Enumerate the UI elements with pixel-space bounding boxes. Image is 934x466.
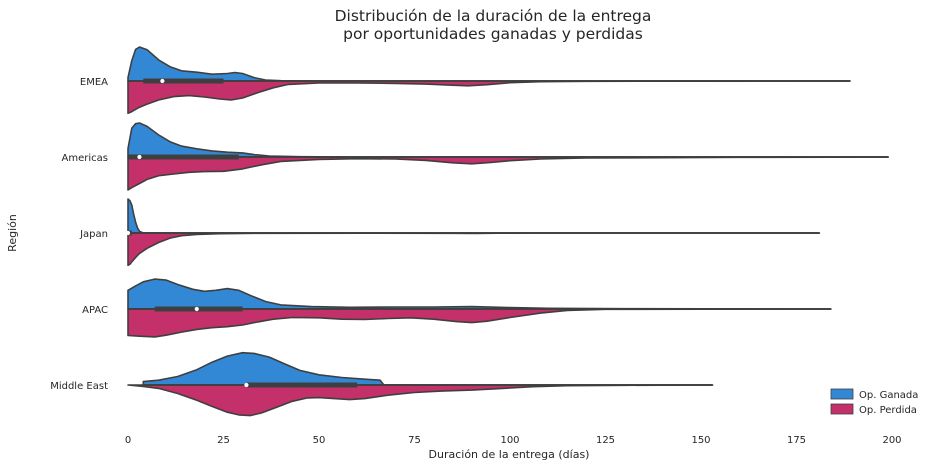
violin-half-won	[127, 46, 851, 82]
y-tick-label: EMEA	[80, 77, 108, 88]
chart-title-line-2: por oportunidades ganadas y perdidas	[343, 25, 643, 43]
y-tick-label: Japan	[79, 229, 108, 240]
violin-half-lost	[127, 80, 851, 115]
violin-half-lost	[127, 308, 832, 338]
x-tick-label: 175	[787, 435, 806, 446]
violin-half-lost	[127, 232, 821, 267]
violin-half-lost	[127, 384, 714, 417]
y-tick-label: Americas	[62, 153, 108, 164]
median-marker	[194, 306, 199, 312]
y-tick-label: Middle East	[50, 381, 108, 392]
violin-emea	[127, 46, 851, 115]
x-tick-label: 100	[500, 435, 519, 446]
violin-apac	[127, 278, 832, 338]
legend-swatch-won	[830, 388, 854, 400]
legend: Op. Ganada Op. Perdida	[830, 388, 918, 416]
x-tick-label: 50	[313, 435, 326, 446]
violins-group	[125, 46, 889, 417]
violin-americas	[127, 122, 889, 191]
median-marker	[244, 382, 249, 388]
median-marker	[125, 230, 131, 236]
x-tick-label: 25	[217, 435, 230, 446]
violin-japan	[125, 198, 821, 267]
x-tick-label: 150	[691, 435, 710, 446]
x-tick-label: 0	[125, 435, 131, 446]
legend-label-won: Op. Ganada	[859, 390, 918, 401]
median-marker	[137, 154, 142, 160]
y-axis-label: Región	[6, 214, 19, 252]
median-marker	[160, 78, 165, 84]
legend-swatch-lost	[830, 403, 854, 415]
violin-half-won	[127, 122, 889, 158]
x-tick-label: 75	[408, 435, 421, 446]
chart-title-line-1: Distribución de la duración de la entreg…	[335, 7, 652, 25]
violin-half-lost	[127, 156, 889, 191]
y-tick-labels: EMEA Americas Japan APAC Middle East	[50, 77, 108, 392]
y-tick-label: APAC	[82, 305, 108, 316]
legend-label-lost: Op. Perdida	[859, 405, 917, 416]
x-tick-labels: 0 25 50 75 100 125 150 175 200	[125, 435, 902, 446]
violin-middle-east	[127, 351, 714, 417]
violin-half-won	[127, 278, 832, 310]
x-tick-label: 125	[596, 435, 615, 446]
x-axis-label: Duración de la entrega (días)	[429, 448, 590, 461]
x-tick-label: 200	[882, 435, 901, 446]
violin-half-won	[142, 351, 714, 386]
violin-half-won	[127, 198, 821, 234]
